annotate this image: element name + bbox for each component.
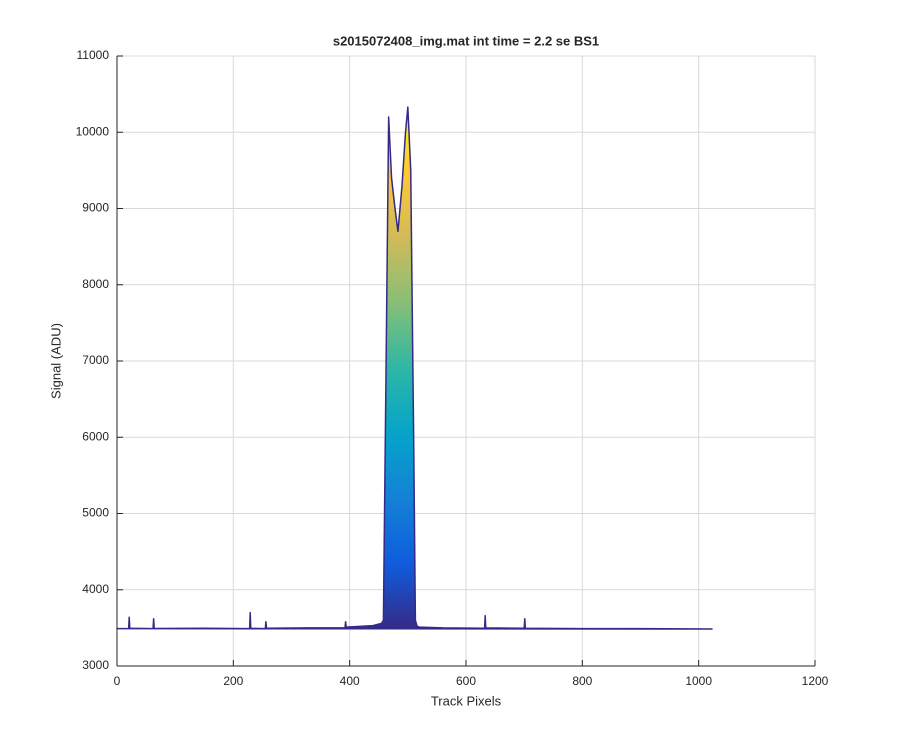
y-tick-label: 3000 (82, 658, 109, 672)
x-tick-label: 200 (223, 674, 243, 688)
y-tick-label: 8000 (82, 277, 109, 291)
y-tick-label: 4000 (82, 582, 109, 596)
y-tick-label: 7000 (82, 353, 109, 367)
y-tick-label: 9000 (82, 201, 109, 215)
x-axis-label: Track Pixels (431, 693, 502, 708)
data-layer (116, 106, 713, 630)
grid-layer (116, 55, 816, 667)
y-tick-label: 6000 (82, 429, 109, 443)
x-tick-label: 1200 (802, 674, 829, 688)
x-tick-label: 0 (114, 674, 121, 688)
y-tick-label: 11000 (77, 48, 110, 62)
x-tick-label: 600 (456, 674, 476, 688)
x-tick-label: 400 (340, 674, 360, 688)
y-tick-label: 10000 (76, 124, 110, 138)
y-axis-label: Signal (ADU) (48, 323, 63, 399)
y-tick-label: 5000 (82, 506, 109, 520)
x-tick-label: 1000 (685, 674, 712, 688)
x-tick-label: 800 (572, 674, 592, 688)
chart-title: s2015072408_img.mat int time = 2.2 se BS… (333, 33, 599, 48)
signal-area (116, 106, 713, 630)
axis-layer: 3000 4000 5000 6000 7000 8000 9000 10000 11000 0 2… (76, 48, 829, 688)
